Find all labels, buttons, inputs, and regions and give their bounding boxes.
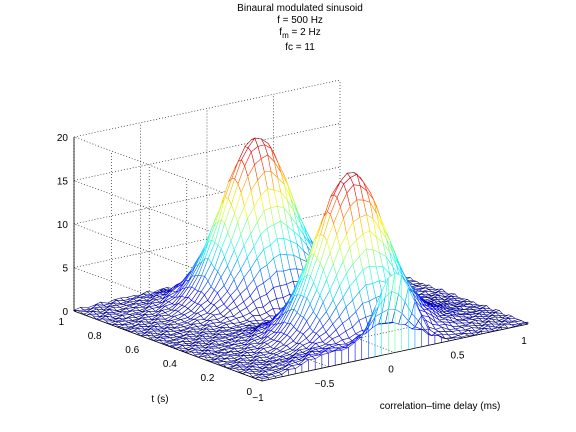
x-tick-label: −1 [252, 393, 264, 404]
z-tick-label: 0 [62, 307, 68, 318]
title-line-3-rest: = 2 Hz [289, 27, 321, 38]
grid-line [73, 210, 341, 268]
x-tick-label: −0.5 [315, 379, 335, 390]
y-axis-line [73, 310, 263, 382]
grid-line [73, 166, 341, 225]
title-line-3: fm = 2 Hz [279, 27, 320, 40]
title-line-3-sub: m [282, 31, 289, 40]
x-tick-label: 1 [521, 336, 527, 347]
y-tick-label: 0 [246, 387, 252, 398]
x-tick-label: 0.5 [451, 350, 465, 361]
x-tick-label: 0 [388, 365, 394, 376]
z-tick-label: 15 [57, 177, 69, 188]
y-tick-label: 1 [58, 317, 64, 328]
y-tick-label: 0.2 [200, 373, 214, 384]
grid-line [73, 79, 341, 138]
title-line-2: f = 500 Hz [277, 15, 323, 26]
x-axis-label: correlation–time delay (ms) [380, 401, 501, 412]
surface-cell [518, 321, 529, 325]
z-tick-label: 10 [57, 220, 69, 231]
y-tick-label: 0.8 [88, 331, 102, 342]
title-line-3-base: f [279, 27, 282, 38]
title-line-4: fc = 11 [285, 42, 315, 53]
grid-line [206, 282, 396, 353]
grid-line [73, 123, 341, 181]
z-tick-label: 20 [57, 133, 69, 144]
surface-mesh [72, 137, 529, 381]
title-line-1: Binaural modulated sinusoid [237, 3, 363, 14]
z-tick-label: 5 [62, 264, 68, 275]
y-axis-label: t (s) [151, 394, 168, 405]
y-tick-label: 0.4 [163, 359, 177, 370]
chart-title: Binaural modulated sinusoid f = 500 Hz f… [237, 3, 363, 53]
y-tick-label: 0.6 [125, 345, 139, 356]
